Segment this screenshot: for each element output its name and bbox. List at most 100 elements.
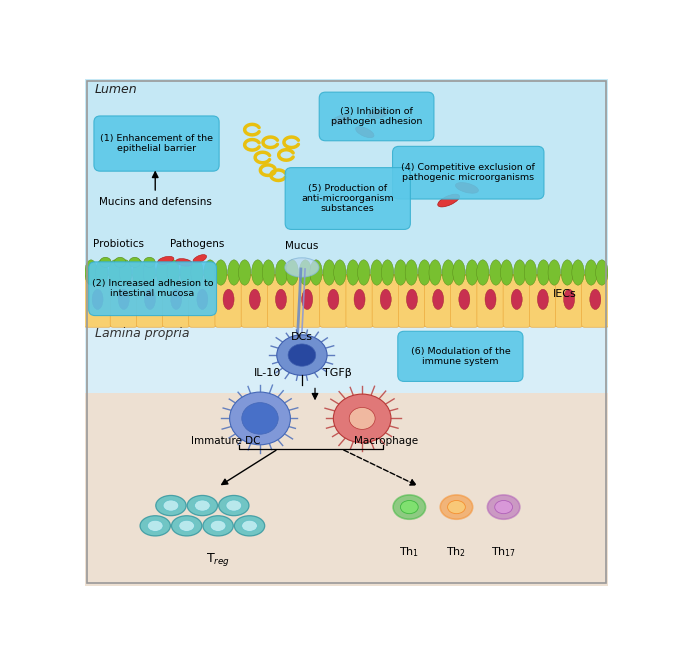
FancyBboxPatch shape — [267, 276, 295, 327]
Ellipse shape — [589, 290, 601, 309]
Text: (6) Modulation of the
immune system: (6) Modulation of the immune system — [410, 347, 510, 366]
Text: (2) Increased adhesion to
intestinal mucosa: (2) Increased adhesion to intestinal muc… — [92, 279, 214, 299]
Ellipse shape — [239, 260, 251, 285]
FancyBboxPatch shape — [503, 276, 531, 327]
Ellipse shape — [156, 260, 169, 285]
Ellipse shape — [147, 520, 163, 532]
Ellipse shape — [381, 260, 393, 285]
Text: Pathogens: Pathogens — [170, 239, 224, 249]
Ellipse shape — [178, 520, 195, 532]
Ellipse shape — [400, 501, 418, 514]
Ellipse shape — [197, 290, 208, 309]
Ellipse shape — [442, 260, 454, 285]
FancyBboxPatch shape — [581, 276, 609, 327]
Ellipse shape — [193, 255, 207, 263]
Ellipse shape — [95, 260, 108, 285]
Text: Th$_{17}$: Th$_{17}$ — [491, 545, 516, 559]
Ellipse shape — [286, 260, 299, 285]
Ellipse shape — [299, 260, 312, 285]
Ellipse shape — [489, 260, 502, 285]
Ellipse shape — [495, 501, 512, 514]
Text: Probiotics: Probiotics — [93, 239, 144, 249]
Ellipse shape — [310, 260, 322, 285]
Ellipse shape — [537, 260, 550, 285]
Ellipse shape — [276, 335, 327, 375]
Ellipse shape — [191, 260, 203, 285]
Ellipse shape — [109, 260, 121, 285]
Ellipse shape — [226, 500, 241, 511]
Ellipse shape — [438, 194, 460, 207]
Bar — [84, 324, 608, 393]
Ellipse shape — [405, 260, 418, 285]
Ellipse shape — [262, 260, 274, 285]
FancyBboxPatch shape — [425, 276, 452, 327]
Ellipse shape — [242, 403, 279, 434]
Text: (1) Enhancement of the
epithelial barrier: (1) Enhancement of the epithelial barrie… — [100, 134, 213, 153]
Ellipse shape — [172, 516, 202, 536]
Text: Th$_2$: Th$_2$ — [446, 545, 466, 559]
FancyBboxPatch shape — [529, 276, 556, 327]
Ellipse shape — [167, 260, 179, 285]
Text: Mucus: Mucus — [285, 241, 318, 251]
Ellipse shape — [406, 290, 418, 309]
FancyBboxPatch shape — [556, 276, 583, 327]
Ellipse shape — [561, 260, 573, 285]
FancyBboxPatch shape — [285, 168, 410, 230]
Ellipse shape — [176, 259, 192, 266]
Ellipse shape — [85, 260, 97, 285]
Ellipse shape — [368, 110, 388, 118]
Ellipse shape — [118, 290, 129, 309]
Ellipse shape — [288, 344, 316, 367]
Ellipse shape — [249, 290, 260, 309]
FancyBboxPatch shape — [320, 276, 347, 327]
Ellipse shape — [440, 495, 473, 519]
Ellipse shape — [358, 260, 370, 285]
Ellipse shape — [203, 516, 233, 536]
FancyBboxPatch shape — [451, 276, 478, 327]
Text: (5) Production of
anti-microorganism
substances: (5) Production of anti-microorganism sub… — [301, 184, 394, 213]
Ellipse shape — [99, 257, 112, 267]
FancyBboxPatch shape — [110, 276, 137, 327]
Ellipse shape — [393, 495, 426, 519]
Ellipse shape — [275, 290, 287, 309]
FancyBboxPatch shape — [319, 92, 434, 141]
Ellipse shape — [448, 501, 465, 514]
Ellipse shape — [456, 182, 479, 193]
Ellipse shape — [585, 260, 598, 285]
Ellipse shape — [537, 290, 548, 309]
Ellipse shape — [144, 257, 155, 267]
Ellipse shape — [500, 260, 513, 285]
Ellipse shape — [511, 290, 523, 309]
Ellipse shape — [394, 260, 407, 285]
Ellipse shape — [210, 520, 226, 532]
Ellipse shape — [218, 495, 249, 516]
Ellipse shape — [158, 257, 174, 265]
FancyBboxPatch shape — [137, 276, 164, 327]
Ellipse shape — [155, 495, 186, 516]
Ellipse shape — [114, 257, 126, 267]
Ellipse shape — [487, 495, 520, 519]
Ellipse shape — [548, 260, 560, 285]
Ellipse shape — [572, 260, 584, 285]
Text: IL-10: IL-10 — [254, 368, 281, 378]
Ellipse shape — [132, 260, 145, 285]
Ellipse shape — [514, 260, 526, 285]
Ellipse shape — [485, 290, 496, 309]
Ellipse shape — [140, 516, 170, 536]
Ellipse shape — [120, 260, 132, 285]
Text: (3) Inhibition of
pathogen adhesion: (3) Inhibition of pathogen adhesion — [331, 107, 422, 126]
Text: TGFβ: TGFβ — [323, 368, 352, 378]
Ellipse shape — [459, 290, 470, 309]
Ellipse shape — [285, 258, 319, 277]
Bar — [84, 393, 608, 586]
Text: Lumen: Lumen — [95, 83, 138, 96]
Ellipse shape — [524, 260, 537, 285]
Ellipse shape — [356, 127, 374, 138]
Ellipse shape — [347, 260, 359, 285]
Ellipse shape — [354, 290, 365, 309]
FancyBboxPatch shape — [89, 262, 216, 316]
Ellipse shape — [170, 290, 182, 309]
Ellipse shape — [334, 260, 346, 285]
Ellipse shape — [92, 290, 103, 309]
FancyBboxPatch shape — [398, 276, 426, 327]
